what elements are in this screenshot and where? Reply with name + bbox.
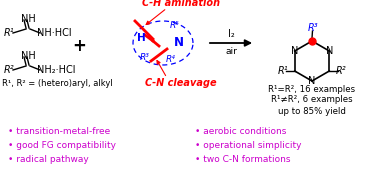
- Text: I₂: I₂: [228, 29, 234, 39]
- Text: R⁵: R⁵: [170, 22, 180, 31]
- Text: R¹: R¹: [277, 66, 288, 76]
- Text: • operational simplicity: • operational simplicity: [195, 140, 302, 150]
- Text: • transition-metal-free: • transition-metal-free: [8, 127, 110, 136]
- Text: • aerobic conditions: • aerobic conditions: [195, 127, 287, 136]
- Text: N: N: [325, 46, 333, 56]
- Text: R⁴: R⁴: [166, 56, 176, 64]
- Text: R³: R³: [308, 23, 318, 33]
- Text: N: N: [308, 76, 316, 86]
- Text: air: air: [225, 47, 237, 56]
- Text: NH·HCl: NH·HCl: [37, 28, 71, 38]
- Text: N: N: [174, 37, 184, 49]
- Text: N: N: [291, 46, 298, 56]
- Text: • two C-N formations: • two C-N formations: [195, 155, 291, 163]
- Text: R²: R²: [336, 66, 347, 76]
- Text: R²: R²: [4, 65, 15, 75]
- Text: R³: R³: [140, 52, 150, 62]
- Text: NH₂·HCl: NH₂·HCl: [37, 65, 76, 75]
- Text: H: H: [136, 33, 146, 43]
- Text: C-N cleavage: C-N cleavage: [145, 78, 217, 88]
- Text: NH: NH: [21, 51, 36, 61]
- Text: NH: NH: [21, 14, 36, 24]
- Text: R¹=R², 16 examples: R¹=R², 16 examples: [268, 85, 356, 94]
- Text: R¹≠R², 6 examples: R¹≠R², 6 examples: [271, 96, 353, 104]
- Text: • good FG compatibility: • good FG compatibility: [8, 140, 116, 150]
- Text: • radical pathway: • radical pathway: [8, 155, 89, 163]
- Text: R¹: R¹: [4, 28, 15, 38]
- Text: up to 85% yield: up to 85% yield: [278, 106, 346, 115]
- Text: R¹, R² = (hetero)aryl, alkyl: R¹, R² = (hetero)aryl, alkyl: [2, 79, 113, 87]
- Text: C-H amination: C-H amination: [142, 0, 220, 8]
- Text: +: +: [72, 37, 86, 55]
